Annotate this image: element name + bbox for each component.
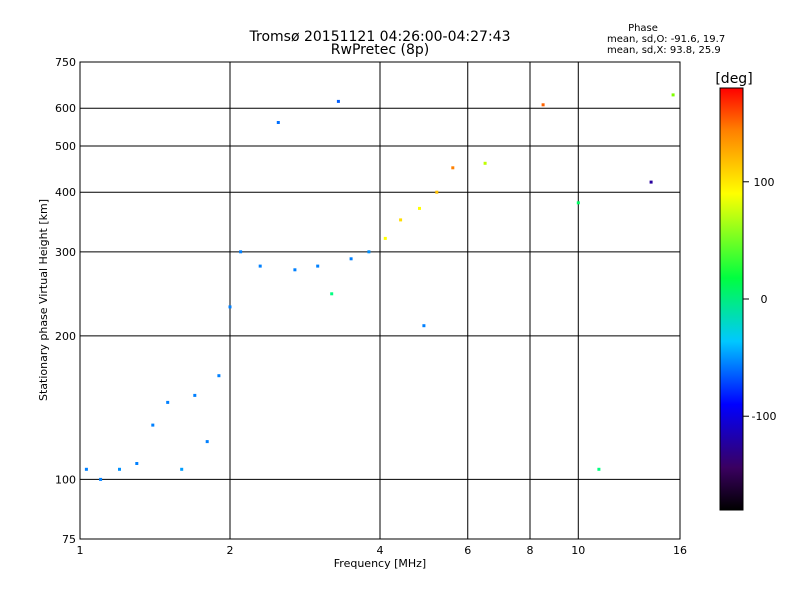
y-tick-label: 750 bbox=[55, 56, 76, 69]
data-point bbox=[576, 201, 580, 205]
data-point bbox=[367, 250, 371, 254]
colorbar-label: [deg] bbox=[715, 71, 752, 87]
chart-subtitle: RwPretec (8p) bbox=[331, 42, 429, 58]
data-point bbox=[135, 462, 139, 465]
y-tick-label: 300 bbox=[55, 246, 76, 259]
data-point bbox=[597, 467, 601, 471]
data-point bbox=[239, 250, 243, 254]
x-tick-label: 4 bbox=[377, 544, 384, 557]
x-tick-label: 2 bbox=[227, 544, 234, 557]
data-point bbox=[330, 292, 334, 296]
colorbar bbox=[719, 87, 744, 511]
data-point bbox=[118, 467, 121, 471]
x-tick-label: 8 bbox=[527, 544, 534, 557]
data-point bbox=[435, 190, 439, 194]
x-tick-label: 10 bbox=[571, 544, 585, 557]
x-tick-labels: 1 2 4 6 8 10 16 bbox=[77, 544, 688, 557]
colorbar-tick-label: 100 bbox=[754, 176, 775, 189]
data-point bbox=[541, 103, 545, 107]
data-point bbox=[258, 264, 262, 268]
colorbar-ticks: 100 0 -100 bbox=[743, 176, 776, 423]
y-tick-label: 600 bbox=[55, 102, 76, 115]
data-point bbox=[293, 268, 297, 272]
chart-title: Tromsø 20151121 04:26:00-04:27:43 bbox=[249, 29, 511, 45]
y-axis-label: Stationary phase Virtual Height [km] bbox=[37, 199, 50, 401]
x-tick-label: 16 bbox=[673, 544, 687, 557]
data-point bbox=[217, 374, 221, 378]
data-point bbox=[205, 440, 209, 444]
y-tick-label: 100 bbox=[55, 473, 76, 486]
data-point bbox=[99, 477, 103, 481]
data-points bbox=[84, 93, 675, 481]
colorbar-tick-label: -100 bbox=[752, 410, 777, 423]
data-point bbox=[151, 423, 155, 427]
phase-stats-heading: Phase bbox=[628, 23, 658, 34]
y-tick-labels: 75 100 200 300 400 500 600 750 bbox=[55, 56, 76, 546]
grid-lines bbox=[80, 62, 680, 539]
data-point bbox=[383, 236, 387, 240]
data-point bbox=[84, 467, 88, 471]
y-tick-label: 400 bbox=[55, 186, 76, 199]
y-tick-label: 500 bbox=[55, 140, 76, 153]
data-point bbox=[193, 393, 197, 397]
y-tick-label: 75 bbox=[62, 533, 76, 546]
data-point bbox=[349, 257, 353, 261]
data-point bbox=[422, 324, 426, 328]
data-point bbox=[483, 161, 487, 165]
data-point bbox=[671, 93, 675, 97]
x-axis-label: Frequency [MHz] bbox=[334, 557, 426, 570]
x-tick-label: 6 bbox=[464, 544, 471, 557]
data-point bbox=[180, 467, 184, 471]
colorbar-tick-label: 0 bbox=[761, 293, 768, 306]
plot-frame bbox=[79, 61, 681, 540]
data-point bbox=[399, 218, 403, 222]
data-point bbox=[649, 180, 653, 184]
y-tick-label: 200 bbox=[55, 330, 76, 343]
phase-stats-x: mean, sd,X: 93.8, 25.9 bbox=[607, 45, 721, 56]
phase-stats-o: mean, sd,O: -91.6, 19.7 bbox=[607, 34, 725, 45]
data-point bbox=[451, 166, 455, 170]
data-point bbox=[276, 121, 280, 124]
data-point bbox=[166, 400, 170, 404]
data-point bbox=[336, 99, 340, 103]
data-point bbox=[228, 305, 232, 309]
data-point bbox=[316, 264, 320, 268]
x-tick-label: 1 bbox=[77, 544, 84, 557]
data-point bbox=[418, 206, 421, 210]
